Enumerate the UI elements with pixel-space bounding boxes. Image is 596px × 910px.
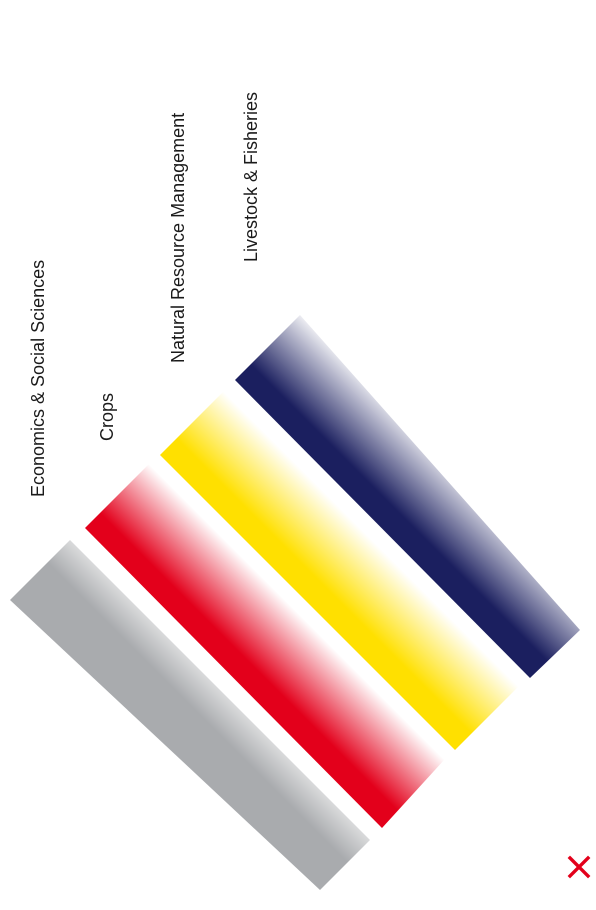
band-livestock-fisheries[interactable] [235,315,580,678]
band-crops[interactable] [85,453,455,828]
close-icon[interactable] [564,852,594,882]
band-natural-resource-management[interactable] [160,380,530,750]
band-economics-social-sciences[interactable] [10,540,370,890]
